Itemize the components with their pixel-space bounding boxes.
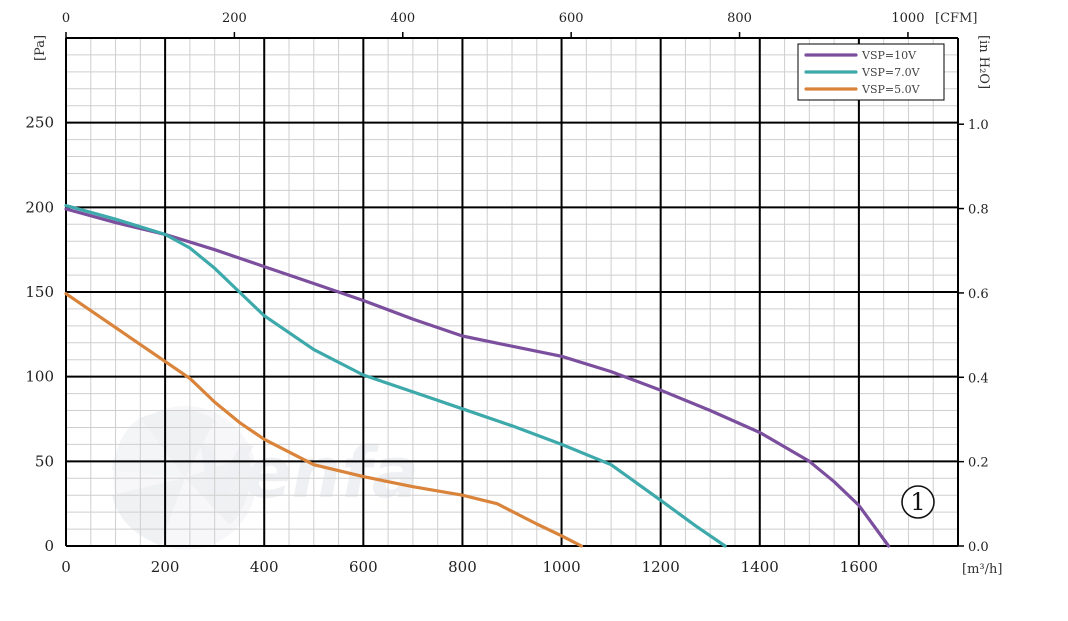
x-unit-label: [m³/h] bbox=[962, 562, 1002, 577]
y-tick-labels: 0 50 100 150 200 250 bbox=[25, 114, 54, 555]
y-tick-label: 50 bbox=[35, 452, 54, 470]
y-tick-label: 250 bbox=[25, 114, 54, 132]
right-tick-labels: 0.0 0.2 0.4 0.6 0.8 1.0 bbox=[958, 118, 989, 555]
curve-number-text: 1 bbox=[910, 488, 925, 516]
y-tick-label: 200 bbox=[25, 198, 54, 216]
top-tick-labels: 0 200 400 600 800 1000 bbox=[62, 11, 924, 38]
right-tick-label: 1.0 bbox=[968, 118, 989, 133]
right-tick-label: 0.2 bbox=[968, 456, 989, 471]
top-tick-label: 200 bbox=[222, 11, 247, 26]
right-tick-label: 0.8 bbox=[968, 203, 989, 218]
curve-number-annotation: 1 bbox=[901, 485, 935, 519]
top-tick-label: 1000 bbox=[891, 11, 924, 26]
right-tick-label: 0.0 bbox=[968, 540, 989, 555]
x-tick-label: 400 bbox=[250, 558, 279, 576]
x-tick-label: 600 bbox=[349, 558, 378, 576]
y-tick-label: 150 bbox=[25, 283, 54, 301]
legend: VSP=10V VSP=7.0V VSP=5.0V bbox=[797, 43, 945, 101]
top-tick-label: 800 bbox=[727, 11, 752, 26]
y-unit-label: [Pa] bbox=[33, 35, 48, 61]
x-tick-label: 1400 bbox=[741, 558, 779, 576]
curve-number-circle bbox=[901, 485, 935, 519]
right-unit-label: [in H₂O] bbox=[976, 35, 991, 89]
series-line-0 bbox=[64, 207, 891, 548]
series-line-1 bbox=[64, 204, 727, 548]
legend-label: VSP=7.0V bbox=[861, 66, 921, 79]
top-tick-label: 600 bbox=[559, 11, 584, 26]
top-tick-label: 0 bbox=[62, 11, 70, 26]
legend-items: VSP=10V VSP=7.0V VSP=5.0V bbox=[804, 49, 921, 96]
top-unit-label: [CFM] bbox=[935, 11, 977, 26]
series-group bbox=[64, 204, 891, 548]
x-tick-label: 1600 bbox=[840, 558, 878, 576]
legend-label: VSP=5.0V bbox=[861, 83, 921, 96]
major-grid bbox=[66, 38, 958, 546]
x-tick-label: 800 bbox=[448, 558, 477, 576]
x-tick-label: 1000 bbox=[542, 558, 580, 576]
x-tick-label: 200 bbox=[151, 558, 180, 576]
right-tick-label: 0.4 bbox=[968, 371, 989, 386]
x-tick-labels: 0 200 400 600 800 1000 1200 1400 1600 bbox=[61, 558, 878, 576]
top-tick-label: 400 bbox=[390, 11, 415, 26]
y-tick-label: 100 bbox=[25, 368, 54, 386]
x-tick-label: 0 bbox=[61, 558, 71, 576]
watermark-text: Venfa bbox=[195, 432, 419, 514]
y-tick-label: 0 bbox=[44, 537, 54, 555]
x-tick-label: 1200 bbox=[642, 558, 680, 576]
right-tick-label: 0.6 bbox=[968, 287, 989, 302]
series-line-2 bbox=[64, 292, 583, 548]
legend-label: VSP=10V bbox=[861, 49, 917, 62]
